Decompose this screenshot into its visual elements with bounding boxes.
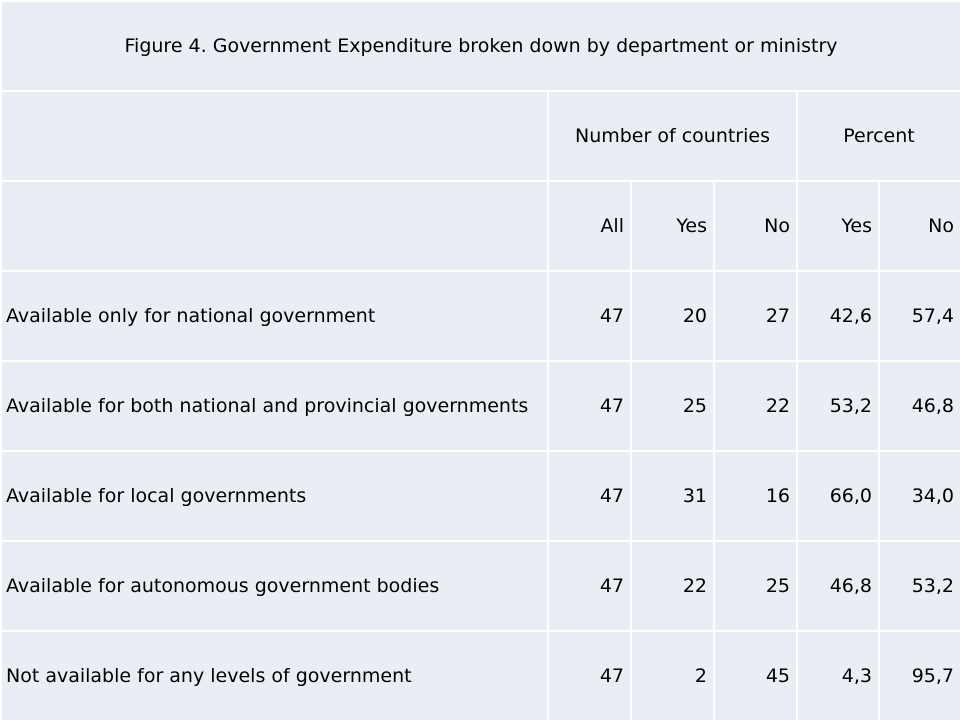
cell-all: 47 — [547, 630, 632, 722]
row-label: Available for autonomous government bodi… — [0, 540, 549, 632]
cell-yes: 31 — [630, 450, 715, 542]
cell-yes: 22 — [630, 540, 715, 632]
row-label: Available for both national and provinci… — [0, 360, 549, 452]
cell-percent-yes: 53,2 — [796, 360, 880, 452]
table-row: Available for autonomous government bodi… — [0, 540, 960, 632]
cell-yes: 20 — [630, 270, 715, 362]
cell-all: 47 — [547, 360, 632, 452]
group-header-number-of-countries: Number of countries — [547, 90, 798, 182]
cell-no: 25 — [713, 540, 798, 632]
empty-header-cell — [0, 180, 549, 272]
cell-percent-no: 95,7 — [877, 630, 960, 722]
column-header-all: All — [547, 180, 632, 272]
row-label: Not available for any levels of governme… — [0, 630, 549, 722]
table-title: Figure 4. Government Expenditure broken … — [0, 0, 960, 92]
table-row: Available for both national and provinci… — [0, 360, 960, 452]
cell-all: 47 — [547, 450, 632, 542]
table-row: Available only for national government 4… — [0, 270, 960, 362]
table-row: Available for local governments 47 31 16… — [0, 450, 960, 542]
group-header-row: Number of countries Percent — [0, 90, 960, 182]
cell-percent-yes: 66,0 — [796, 450, 880, 542]
column-header-no: No — [713, 180, 798, 272]
cell-percent-no: 46,8 — [877, 360, 960, 452]
cell-no: 16 — [713, 450, 798, 542]
row-label: Available only for national government — [0, 270, 549, 362]
cell-no: 45 — [713, 630, 798, 722]
table-row: Not available for any levels of governme… — [0, 630, 960, 722]
group-header-percent: Percent — [795, 90, 960, 182]
cell-percent-no: 34,0 — [877, 450, 960, 542]
cell-yes: 25 — [630, 360, 715, 452]
row-label: Available for local governments — [0, 450, 549, 542]
cell-all: 47 — [547, 540, 632, 632]
column-header-percent-no: No — [877, 180, 960, 272]
column-header-row: All Yes No Yes No — [0, 180, 960, 272]
cell-all: 47 — [547, 270, 632, 362]
cell-no: 22 — [713, 360, 798, 452]
cell-yes: 2 — [630, 630, 715, 722]
cell-no: 27 — [713, 270, 798, 362]
empty-header-cell — [0, 90, 549, 182]
column-header-percent-yes: Yes — [796, 180, 880, 272]
cell-percent-no: 57,4 — [877, 270, 960, 362]
cell-percent-yes: 46,8 — [796, 540, 880, 632]
cell-percent-yes: 42,6 — [796, 270, 880, 362]
cell-percent-yes: 4,3 — [796, 630, 880, 722]
column-header-yes: Yes — [630, 180, 715, 272]
title-row: Figure 4. Government Expenditure broken … — [0, 0, 960, 92]
cell-percent-no: 53,2 — [877, 540, 960, 632]
